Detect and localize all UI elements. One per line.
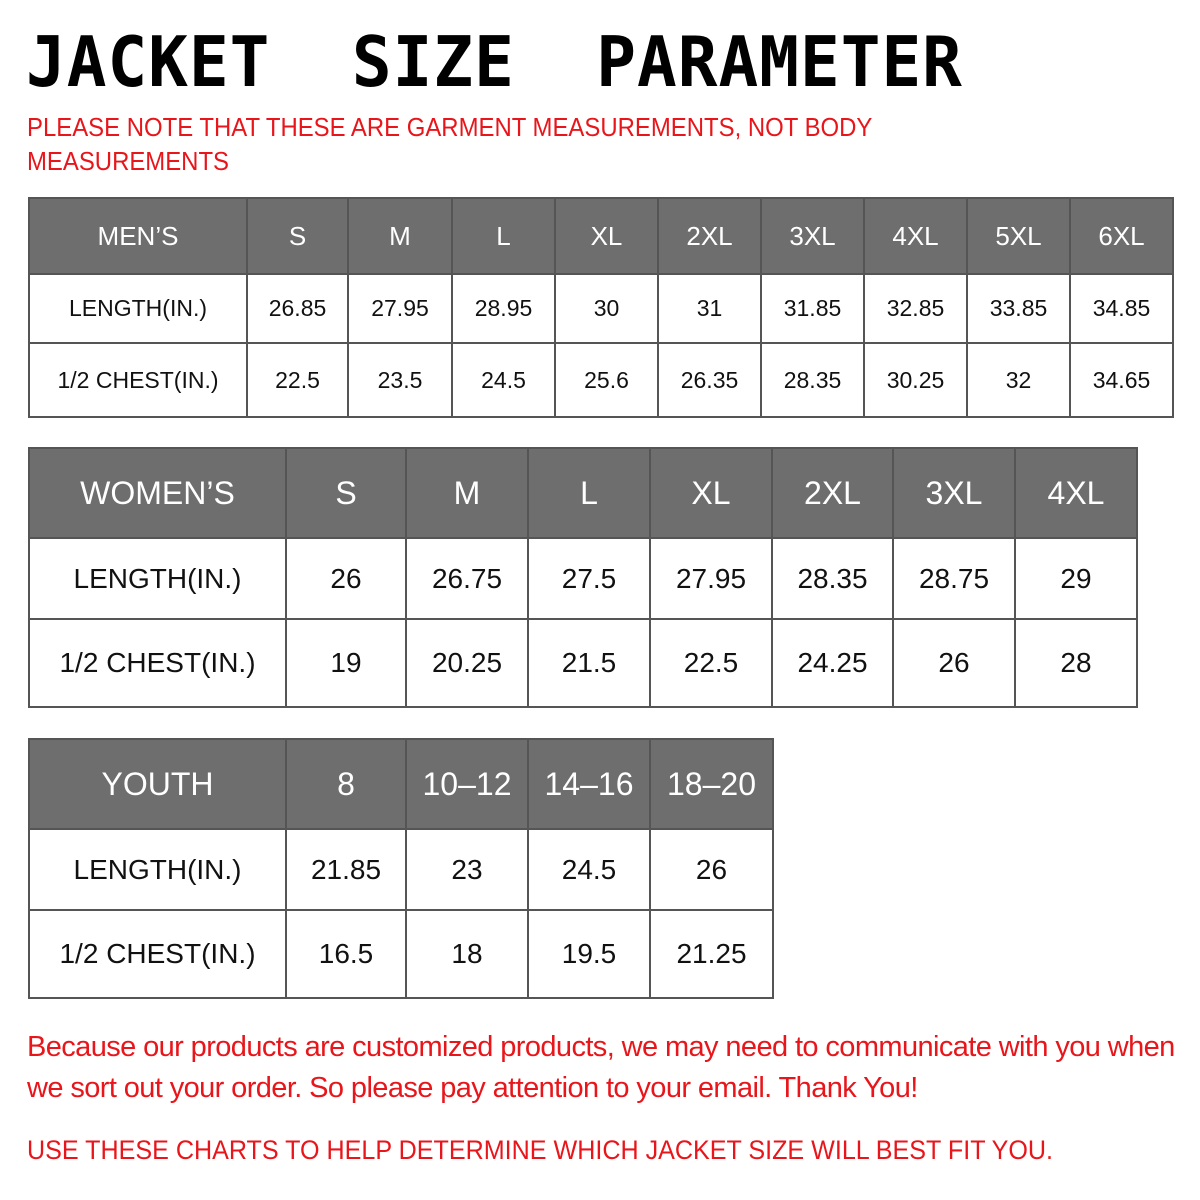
size-header: M [405, 447, 529, 539]
measurement-cell: 22.5 [246, 342, 349, 418]
size-header: M [347, 197, 453, 275]
size-header: 2XL [657, 197, 762, 275]
size-header: 3XL [892, 447, 1016, 539]
youth-size-table: YOUTH 8 10–12 14–16 18–20 LENGTH(IN.) 21.85 23 2… [28, 738, 774, 999]
table-row: LENGTH(IN.) 21.85 23 24.5 26 [28, 828, 774, 911]
womens-size-table: WOMEN’S S M L XL 2XL 3XL 4XL LENGTH(IN.) 26 26.75 2… [28, 447, 1138, 708]
measurement-cell: 19.5 [527, 909, 651, 999]
size-hint: USE THESE CHARTS TO HELP DETERMINE WHICH… [27, 1135, 1054, 1165]
measurement-cell: 24.25 [771, 618, 894, 708]
measurement-cell: 28.75 [892, 537, 1016, 620]
measurement-cell: 20.25 [405, 618, 529, 708]
table-row: LENGTH(IN.) 26.85 27.95 28.95 30 31 31.85 32.85… [28, 273, 1174, 344]
size-header: 6XL [1069, 197, 1174, 275]
measurement-cell: 23 [405, 828, 529, 911]
size-header: 5XL [966, 197, 1071, 275]
table-row: 1/2 CHEST(IN.) 22.5 23.5 24.5 25.6 26.35 28.35… [28, 342, 1174, 418]
size-header: XL [554, 197, 659, 275]
size-header: 10–12 [405, 738, 529, 830]
size-header: S [246, 197, 349, 275]
size-header: XL [649, 447, 773, 539]
measurement-cell: 24.5 [451, 342, 556, 418]
measurement-cell: 28.35 [771, 537, 894, 620]
measurement-cell: 26.85 [246, 273, 349, 344]
measurement-cell: 26 [285, 537, 407, 620]
measurement-cell: 34.65 [1069, 342, 1174, 418]
size-header: 8 [285, 738, 407, 830]
table-row: LENGTH(IN.) 26 26.75 27.5 27.95 28.35 28.75 29 [28, 537, 1138, 620]
measurement-cell: 26.35 [657, 342, 762, 418]
measurement-cell: 25.6 [554, 342, 659, 418]
measurement-cell: 27.95 [649, 537, 773, 620]
measurement-note: PLEASE NOTE THAT THESE ARE GARMENT MEASU… [27, 112, 872, 176]
measurement-cell: 27.95 [347, 273, 453, 344]
measurement-cell: 28.35 [760, 342, 865, 418]
measurement-cell: 23.5 [347, 342, 453, 418]
measurement-cell: 16.5 [285, 909, 407, 999]
measurement-cell: 19 [285, 618, 407, 708]
measurement-cell: 27.5 [527, 537, 651, 620]
measurement-cell: 22.5 [649, 618, 773, 708]
table-row: 1/2 CHEST(IN.) 19 20.25 21.5 22.5 24.25 26 28 [28, 618, 1138, 708]
measurement-cell: 21.25 [649, 909, 774, 999]
page-title: JACKET SIZE PARAMETER [26, 22, 963, 103]
measurement-cell: 28.95 [451, 273, 556, 344]
size-header: L [451, 197, 556, 275]
size-header: 4XL [863, 197, 968, 275]
measurement-cell: 30.25 [863, 342, 968, 418]
row-label: LENGTH(IN.) [28, 273, 248, 344]
measurement-cell: 26 [649, 828, 774, 911]
size-header: 18–20 [649, 738, 774, 830]
size-header: 14–16 [527, 738, 651, 830]
measurement-cell: 26.75 [405, 537, 529, 620]
measurement-cell: 18 [405, 909, 529, 999]
measurement-cell: 26 [892, 618, 1016, 708]
measurement-cell: 32.85 [863, 273, 968, 344]
row-label: 1/2 CHEST(IN.) [28, 342, 248, 418]
row-label: 1/2 CHEST(IN.) [28, 909, 287, 999]
measurement-cell: 28 [1014, 618, 1138, 708]
measurement-cell: 32 [966, 342, 1071, 418]
measurement-cell: 33.85 [966, 273, 1071, 344]
size-header: 4XL [1014, 447, 1138, 539]
header-row: YOUTH 8 10–12 14–16 18–20 [28, 738, 774, 830]
table-row: 1/2 CHEST(IN.) 16.5 18 19.5 21.25 [28, 909, 774, 999]
size-header: S [285, 447, 407, 539]
size-header: L [527, 447, 651, 539]
measurement-cell: 31 [657, 273, 762, 344]
row-label: WOMEN’S [28, 447, 287, 539]
measurement-cell: 34.85 [1069, 273, 1174, 344]
size-header: 2XL [771, 447, 894, 539]
measurement-cell: 29 [1014, 537, 1138, 620]
row-label: LENGTH(IN.) [28, 828, 287, 911]
measurement-cell: 31.85 [760, 273, 865, 344]
measurement-cell: 24.5 [527, 828, 651, 911]
measurement-cell: 30 [554, 273, 659, 344]
mens-size-table: MEN’S S M L XL 2XL 3XL 4XL 5XL 6XL LENGTH(IN.) 26.8… [28, 197, 1174, 418]
row-label: YOUTH [28, 738, 287, 830]
measurement-cell: 21.85 [285, 828, 407, 911]
row-label: MEN’S [28, 197, 248, 275]
size-header: 3XL [760, 197, 865, 275]
header-row: MEN’S S M L XL 2XL 3XL 4XL 5XL 6XL [28, 197, 1174, 275]
header-row: WOMEN’S S M L XL 2XL 3XL 4XL [28, 447, 1138, 539]
customization-message: Because our products are customized prod… [27, 1031, 1175, 1104]
row-label: 1/2 CHEST(IN.) [28, 618, 287, 708]
measurement-cell: 21.5 [527, 618, 651, 708]
row-label: LENGTH(IN.) [28, 537, 287, 620]
